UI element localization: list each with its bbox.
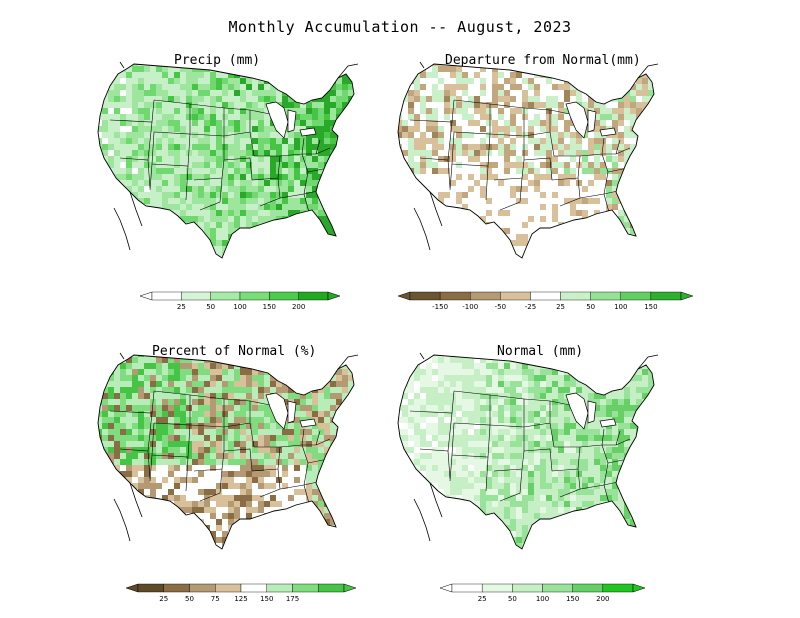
- colorbar-tick-label: 25: [159, 595, 168, 603]
- normal-great-lakes: [565, 392, 617, 430]
- colorbar-tick-label: 200: [596, 595, 609, 603]
- precip-colorbar: 25 50 100 150 200: [140, 291, 340, 311]
- colorbar-tick-label: 25: [478, 595, 487, 603]
- colorbar-tick-label: 25: [556, 303, 565, 311]
- normal-map: [397, 352, 659, 550]
- precip-us-border: [97, 63, 355, 259]
- colorbar-swatch: [560, 291, 591, 301]
- colorbar-tick-label: 150: [644, 303, 657, 311]
- colorbar-swatch: [590, 291, 621, 301]
- colorbar-swatch: [292, 583, 319, 593]
- colorbar-swatch: [151, 291, 182, 301]
- colorbar-tick-label: -150: [432, 303, 448, 311]
- colorbar-swatch: [620, 291, 652, 301]
- colorbar-tick-label: -100: [462, 303, 478, 311]
- colorbar-tick-label: -50: [495, 303, 506, 311]
- precip-field: [98, 64, 354, 258]
- colorbar-swatch: [409, 291, 441, 301]
- colorbar-swatch: [439, 291, 471, 301]
- colorbar-left-arrow: [140, 291, 153, 301]
- colorbar-tick-label: 125: [234, 595, 247, 603]
- colorbar-swatch: [500, 291, 531, 301]
- percent-field: [98, 355, 354, 549]
- colorbar-swatch: [512, 583, 543, 593]
- precip-map: [97, 61, 359, 259]
- departure-panel-title: Departure from Normal(mm): [445, 53, 641, 68]
- colorbar-tick-label: 25: [177, 303, 186, 311]
- colorbar-swatch: [266, 583, 293, 593]
- normal-panel-title: Normal (mm): [497, 344, 584, 359]
- colorbar-tick-label: 50: [185, 595, 194, 603]
- colorbar-swatch: [572, 583, 604, 593]
- normal-state-lines: [409, 390, 631, 508]
- colorbar-right-arrow: [327, 291, 340, 301]
- percent-colorbar: 25 50 75 125 150 175: [126, 583, 356, 603]
- colorbar-swatch: [318, 583, 345, 593]
- colorbar-swatch: [470, 291, 501, 301]
- colorbar-swatch: [181, 291, 211, 301]
- colorbar-swatch: [163, 583, 190, 593]
- colorbar-right-arrow: [680, 291, 693, 301]
- normal-colorbar: 25 50 100 150 200: [440, 583, 645, 603]
- colorbar-tick-label: 175: [286, 595, 299, 603]
- colorbar-tick-label: 50: [586, 303, 595, 311]
- percent-us-border: [97, 354, 355, 550]
- percent-great-lakes: [265, 392, 317, 430]
- departure-coast-lines: [413, 61, 659, 251]
- colorbar-swatch: [542, 583, 573, 593]
- percent-panel-title: Percent of Normal (%): [152, 344, 317, 359]
- colorbar-tick-label: 150: [263, 303, 276, 311]
- normal-field: [398, 355, 654, 549]
- colorbar-swatch: [210, 291, 241, 301]
- colorbar-tick-label: 100: [233, 303, 246, 311]
- colorbar-tick-label: -25: [525, 303, 536, 311]
- colorbar-swatch: [298, 291, 329, 301]
- colorbar-swatch: [137, 583, 164, 593]
- colorbar-tick-label: 150: [566, 595, 579, 603]
- colorbar-right-arrow: [632, 583, 645, 593]
- colorbar-swatch: [269, 291, 299, 301]
- figure-title: Monthly Accumulation -- August, 2023: [228, 18, 572, 36]
- departure-great-lakes: [565, 101, 617, 139]
- colorbar-tick-label: 100: [614, 303, 627, 311]
- colorbar-swatch: [215, 583, 242, 593]
- departure-field: [398, 64, 654, 258]
- precip-panel-title: Precip (mm): [174, 53, 261, 68]
- colorbar-swatch: [650, 291, 682, 301]
- percent-map: [97, 352, 359, 550]
- normal-coast-lines: [413, 352, 659, 542]
- colorbar-swatch: [530, 291, 561, 301]
- colorbar-swatch: [481, 583, 513, 593]
- normal-us-border: [397, 354, 655, 550]
- precip-great-lakes: [265, 101, 317, 139]
- percent-coast-lines: [113, 352, 359, 542]
- precip-coast-lines: [113, 61, 359, 251]
- colorbar-tick-label: 75: [211, 595, 220, 603]
- precip-state-lines: [109, 99, 331, 217]
- colorbar-swatch: [239, 291, 270, 301]
- colorbar-left-arrow: [398, 291, 411, 301]
- colorbar-left-arrow: [440, 583, 453, 593]
- departure-us-border: [397, 63, 655, 259]
- colorbar-tick-label: 50: [508, 595, 517, 603]
- departure-state-lines: [409, 99, 631, 217]
- colorbar-swatch: [451, 583, 483, 593]
- percent-state-lines: [109, 390, 331, 508]
- colorbar-tick-label: 50: [206, 303, 215, 311]
- colorbar-swatch: [189, 583, 216, 593]
- colorbar-left-arrow: [126, 583, 139, 593]
- colorbar-right-arrow: [343, 583, 356, 593]
- colorbar-tick-label: 100: [536, 595, 549, 603]
- departure-colorbar: -150 -100 -50 -25 25 50 100 150: [398, 291, 693, 311]
- colorbar-tick-label: 150: [260, 595, 273, 603]
- colorbar-tick-label: 200: [292, 303, 305, 311]
- colorbar-swatch: [240, 583, 267, 593]
- colorbar-swatch: [602, 583, 634, 593]
- departure-map: [397, 61, 659, 259]
